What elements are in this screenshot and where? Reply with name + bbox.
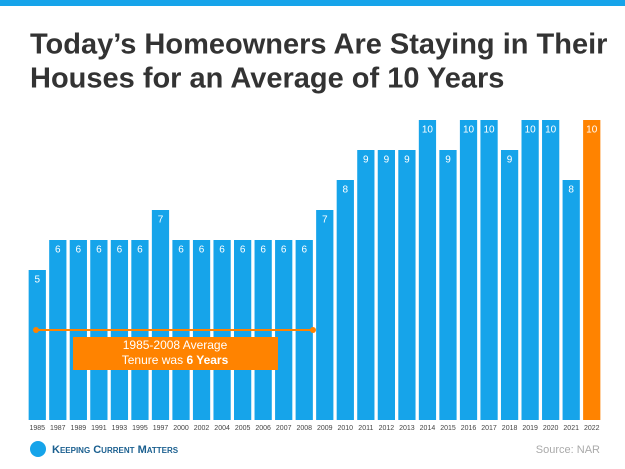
x-tick-label: 1995 [132, 425, 148, 432]
value-label: 6 [199, 245, 205, 256]
x-tick-label: 2013 [399, 425, 415, 432]
value-label: 6 [281, 245, 287, 256]
value-label: 9 [404, 155, 410, 166]
value-label: 6 [219, 245, 225, 256]
x-tick-label: 1987 [50, 425, 66, 432]
x-tick-label: 1993 [112, 425, 128, 432]
x-tick-label: 2011 [358, 425, 373, 432]
bar [500, 150, 519, 420]
chart-title: Today’s Homeowners Are Staying in Their [30, 29, 607, 61]
bar [377, 150, 395, 420]
bar [398, 150, 416, 420]
bar [316, 210, 334, 420]
value-label: 7 [322, 215, 328, 226]
x-tick-label: 2014 [420, 425, 436, 432]
chart-title: Houses for an Average of 10 Years [30, 63, 504, 95]
bar [459, 120, 478, 420]
value-label: 6 [301, 245, 307, 256]
value-label: 5 [34, 275, 40, 286]
bar [521, 120, 539, 420]
annotation-text: 1985-2008 Average [123, 338, 228, 352]
value-label: 10 [525, 125, 537, 136]
x-tick-label: 2000 [173, 425, 189, 432]
annotation-box [73, 337, 278, 370]
value-label: 6 [240, 245, 246, 256]
value-label: 8 [568, 185, 574, 196]
bar [151, 210, 170, 420]
x-tick-label: 2007 [276, 425, 292, 432]
bar [562, 180, 580, 420]
value-label: 10 [463, 125, 475, 136]
x-tick-label: 2004 [214, 425, 230, 432]
bar [28, 270, 46, 420]
source: Source: NAR [536, 444, 600, 456]
x-tick-label: 2006 [255, 425, 271, 432]
x-tick-label: 2016 [461, 425, 477, 432]
x-tick-label: 2020 [543, 425, 559, 432]
annotation-bold: 6 Years [186, 353, 228, 367]
x-tick-label: 1985 [29, 425, 45, 432]
x-tick-label: 2002 [194, 425, 210, 432]
bar [418, 120, 437, 420]
value-label: 10 [422, 125, 434, 136]
value-label: 9 [384, 155, 390, 166]
bars: 5 1985 6 1987 6 1989 6 1991 6 1993 6 1995 7 1997 6 2000… [28, 120, 601, 432]
x-tick-label: 2010 [338, 425, 354, 432]
value-label: 10 [586, 125, 598, 136]
top-stripe [0, 0, 625, 6]
x-tick-label: 2015 [440, 425, 456, 432]
x-tick-label: 2022 [584, 425, 600, 432]
x-tick-label: 2005 [235, 425, 251, 432]
value-label: 7 [158, 215, 164, 226]
bar [480, 120, 498, 420]
value-label: 9 [363, 155, 369, 166]
annotation-text: Tenure was [122, 353, 187, 367]
x-tick-label: 2009 [317, 425, 333, 432]
value-label: 9 [507, 155, 513, 166]
bar [439, 150, 457, 420]
x-tick-label: 1991 [91, 425, 107, 432]
bar [583, 120, 601, 420]
x-tick-label: 2021 [563, 425, 579, 432]
value-label: 6 [260, 245, 266, 256]
value-label: 10 [483, 125, 495, 136]
x-tick-label: 2012 [379, 425, 395, 432]
value-label: 6 [137, 245, 143, 256]
average-line-end [33, 327, 39, 333]
value-label: 6 [117, 245, 123, 256]
x-tick-label: 2019 [522, 425, 538, 432]
value-label: 6 [96, 245, 102, 256]
bar [542, 120, 560, 420]
x-tick-label: 1997 [153, 425, 169, 432]
average-line-end [310, 327, 316, 333]
x-tick-label: 2017 [481, 425, 497, 432]
value-label: 6 [178, 245, 184, 256]
value-label: 8 [343, 185, 349, 196]
x-tick-label: 2018 [502, 425, 518, 432]
bar [357, 150, 375, 420]
value-label: 10 [545, 125, 557, 136]
annotation-text: Tenure was 6 Years [122, 353, 229, 367]
logo-icon [30, 441, 46, 457]
value-label: 6 [76, 245, 82, 256]
x-tick-label: 2008 [296, 425, 312, 432]
bar [336, 180, 354, 420]
value-label: 6 [55, 245, 61, 256]
x-tick-label: 1989 [71, 425, 87, 432]
value-label: 9 [445, 155, 451, 166]
logo: Keeping Current Matters [52, 444, 179, 456]
